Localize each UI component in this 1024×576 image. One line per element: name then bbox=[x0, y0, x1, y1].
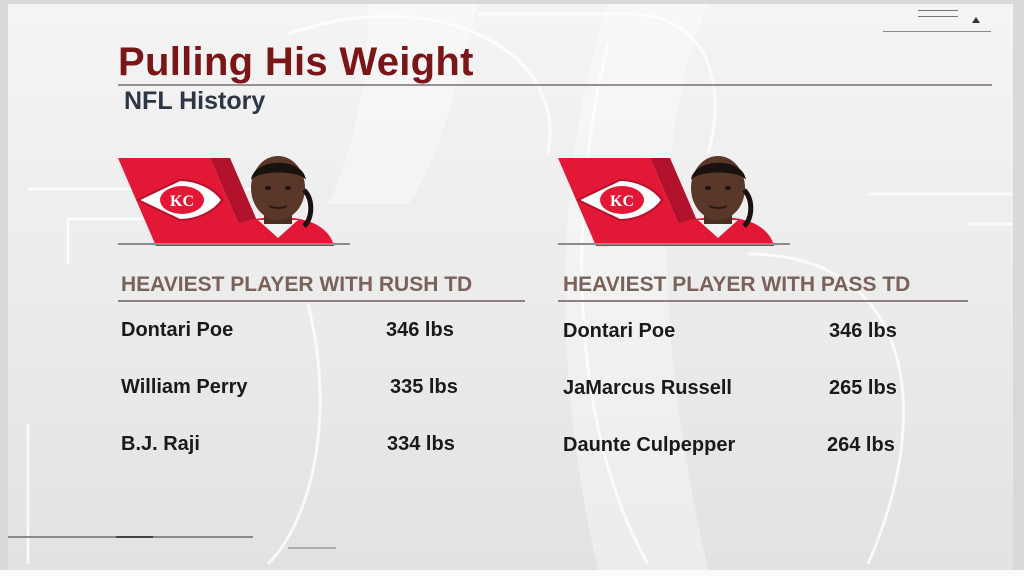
arrowhead-logo-icon: KC bbox=[575, 178, 664, 222]
svg-text:KC: KC bbox=[170, 193, 194, 210]
pass-td-header: HEAVIEST PLAYER WITH PASS TD bbox=[563, 273, 911, 296]
graphic-divider-right bbox=[558, 243, 790, 245]
rush-row-name: William Perry bbox=[121, 376, 248, 398]
pass-row-name: Dontari Poe bbox=[563, 320, 676, 342]
pass-row-weight: 265 lbs bbox=[829, 377, 897, 399]
page-subtitle: NFL History bbox=[124, 87, 266, 115]
graphic-screen: Pulling His Weight NFL History KC KC bbox=[8, 4, 1013, 570]
rush-row-weight: 335 lbs bbox=[390, 376, 458, 398]
page-title: Pulling His Weight bbox=[118, 40, 474, 84]
title-divider bbox=[118, 84, 992, 86]
bottom-strip bbox=[0, 570, 1024, 576]
pass-row-name: Daunte Culpepper bbox=[563, 434, 736, 456]
pass-row-weight: 264 lbs bbox=[827, 434, 895, 456]
top-divider bbox=[883, 31, 991, 32]
rush-td-header: HEAVIEST PLAYER WITH RUSH TD bbox=[121, 273, 473, 296]
up-triangle-icon bbox=[972, 17, 980, 23]
bottom-decor-lines bbox=[8, 536, 336, 549]
arrowhead-logo-icon: KC bbox=[135, 178, 224, 222]
rush-row-weight: 346 lbs bbox=[386, 319, 454, 341]
pass-row-weight: 346 lbs bbox=[829, 320, 897, 342]
player-graphic-right: KC bbox=[558, 156, 774, 246]
rush-row-name: Dontari Poe bbox=[121, 319, 234, 341]
background-watermark bbox=[26, 4, 1013, 570]
player-graphic-left: KC bbox=[118, 156, 334, 246]
pass-header-divider bbox=[558, 300, 968, 302]
rush-row-name: B.J. Raji bbox=[121, 433, 200, 455]
pass-row-name: JaMarcus Russell bbox=[563, 377, 732, 399]
rush-header-divider bbox=[118, 300, 525, 302]
hamburger-icon bbox=[918, 10, 958, 20]
graphic-divider-left bbox=[118, 243, 350, 245]
rush-row-weight: 334 lbs bbox=[387, 433, 455, 455]
svg-text:KC: KC bbox=[610, 193, 634, 210]
